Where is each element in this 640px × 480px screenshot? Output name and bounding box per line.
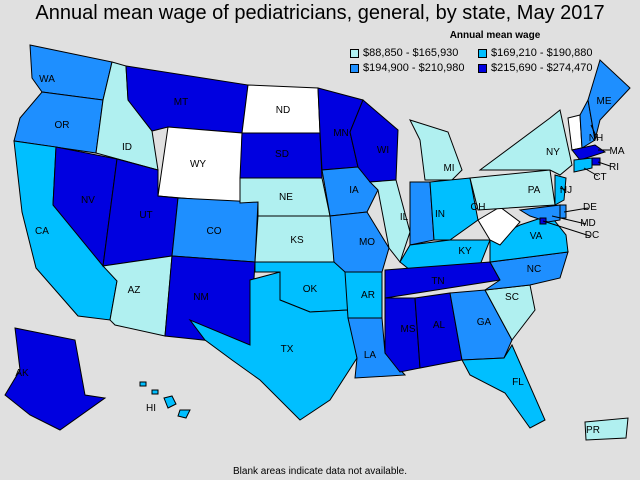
- state-label-va: VA: [530, 231, 543, 242]
- state-oh: [429, 177, 479, 241]
- state-label-al: AL: [433, 320, 446, 331]
- state-label-nv: NV: [81, 195, 95, 206]
- state-label-sd: SD: [275, 149, 289, 160]
- legend-title: Annual mean wage: [449, 30, 541, 41]
- state-label-ut: UT: [139, 210, 152, 221]
- state-label-hi: HI: [146, 403, 156, 414]
- state-label-ny: NY: [546, 147, 560, 158]
- state-label-ca: CA: [35, 226, 49, 237]
- state-label-ne: NE: [279, 192, 293, 203]
- state-label-ia: IA: [349, 185, 359, 196]
- state-label-nm: NM: [193, 292, 209, 303]
- state-ia: [321, 166, 379, 217]
- state-nj: [554, 174, 567, 206]
- state-label-in: IN: [435, 209, 445, 220]
- state-label-il: IL: [400, 212, 409, 223]
- state-ms: [384, 297, 421, 373]
- state-label-ga: GA: [477, 317, 492, 328]
- state-label-ok: OK: [303, 284, 318, 295]
- leader-line-md: [551, 215, 587, 225]
- state-ma: [571, 144, 607, 161]
- state-label-ak: AK: [15, 368, 29, 379]
- leader-line-nh: [590, 124, 599, 141]
- state-va: [489, 214, 569, 263]
- state-label-wa: WA: [39, 74, 55, 85]
- legend-swatch: [350, 48, 359, 58]
- state-in: [409, 181, 435, 246]
- leader-line-ri: [597, 161, 611, 167]
- state-label-wi: WI: [377, 145, 389, 156]
- footnote: Blank areas indicate data not available.: [232, 466, 407, 477]
- legend-label: $215,690 - $274,470: [491, 62, 593, 74]
- state-label-sc: SC: [505, 292, 519, 303]
- legend-swatch: [478, 48, 487, 58]
- legend-item: $194,900 - $210,980: [350, 62, 478, 74]
- state-hi: [139, 381, 191, 419]
- leader-line-nj: [559, 187, 567, 191]
- state-ny: [478, 109, 573, 176]
- state-ri: [591, 157, 601, 166]
- legend-item: $88,850 - $165,930: [350, 47, 478, 59]
- map-title: Annual mean wage of pediatricians, gener…: [35, 2, 605, 24]
- state-label-dc: DC: [585, 230, 599, 241]
- leader-line-ct: [583, 167, 599, 177]
- state-label-pa: PA: [528, 185, 541, 196]
- state-label-oh: OH: [471, 202, 486, 213]
- state-label-mt: MT: [174, 97, 188, 108]
- state-label-ky: KY: [458, 246, 472, 257]
- state-label-nh: NH: [589, 133, 603, 144]
- state-fl: [461, 343, 546, 429]
- legend-label: $88,850 - $165,930: [363, 47, 459, 59]
- state-label-tx: TX: [281, 344, 294, 355]
- legend-item: $215,690 - $274,470: [478, 62, 618, 74]
- state-label-nd: ND: [276, 105, 290, 116]
- state-label-tn: TN: [431, 276, 444, 287]
- leader-line-de: [563, 207, 589, 213]
- state-ak: [4, 327, 107, 431]
- state-label-pr: PR: [586, 425, 600, 436]
- state-label-mo: MO: [359, 237, 375, 248]
- state-label-ma: MA: [610, 146, 625, 157]
- state-ct: [573, 157, 593, 173]
- legend-label: $169,210 - $190,880: [491, 47, 593, 59]
- state-label-md: MD: [580, 218, 596, 229]
- state-la: [347, 317, 407, 379]
- state-label-ks: KS: [290, 235, 304, 246]
- state-me: [587, 59, 631, 141]
- leader-line-dc: [542, 220, 591, 237]
- state-label-ct: CT: [593, 172, 606, 183]
- legend-item: $169,210 - $190,880: [478, 47, 618, 59]
- state-tx: [188, 271, 358, 421]
- legend-swatch: [350, 63, 359, 73]
- state-pr: [584, 417, 629, 441]
- state-label-co: CO: [207, 226, 222, 237]
- legend: Annual mean wage $88,850 - $165,930 $169…: [350, 30, 640, 74]
- legend-label: $194,900 - $210,980: [363, 62, 465, 74]
- state-label-la: LA: [364, 350, 377, 361]
- state-label-ms: MS: [401, 324, 416, 335]
- state-label-ri: RI: [609, 162, 619, 173]
- legend-swatch: [478, 63, 487, 73]
- state-label-az: AZ: [128, 285, 141, 296]
- state-label-or: OR: [55, 120, 70, 131]
- state-label-mn: MN: [333, 128, 349, 139]
- state-label-fl: FL: [512, 377, 524, 388]
- state-label-me: ME: [597, 96, 612, 107]
- state-label-ar: AR: [361, 290, 375, 301]
- state-md: [518, 204, 561, 223]
- state-label-id: ID: [122, 142, 132, 153]
- state-label-de: DE: [583, 202, 597, 213]
- state-label-mi: MI: [443, 163, 454, 174]
- state-label-nj: NJ: [560, 185, 572, 196]
- state-ga: [449, 289, 513, 361]
- state-label-nc: NC: [527, 264, 541, 275]
- state-label-wy: WY: [190, 159, 206, 170]
